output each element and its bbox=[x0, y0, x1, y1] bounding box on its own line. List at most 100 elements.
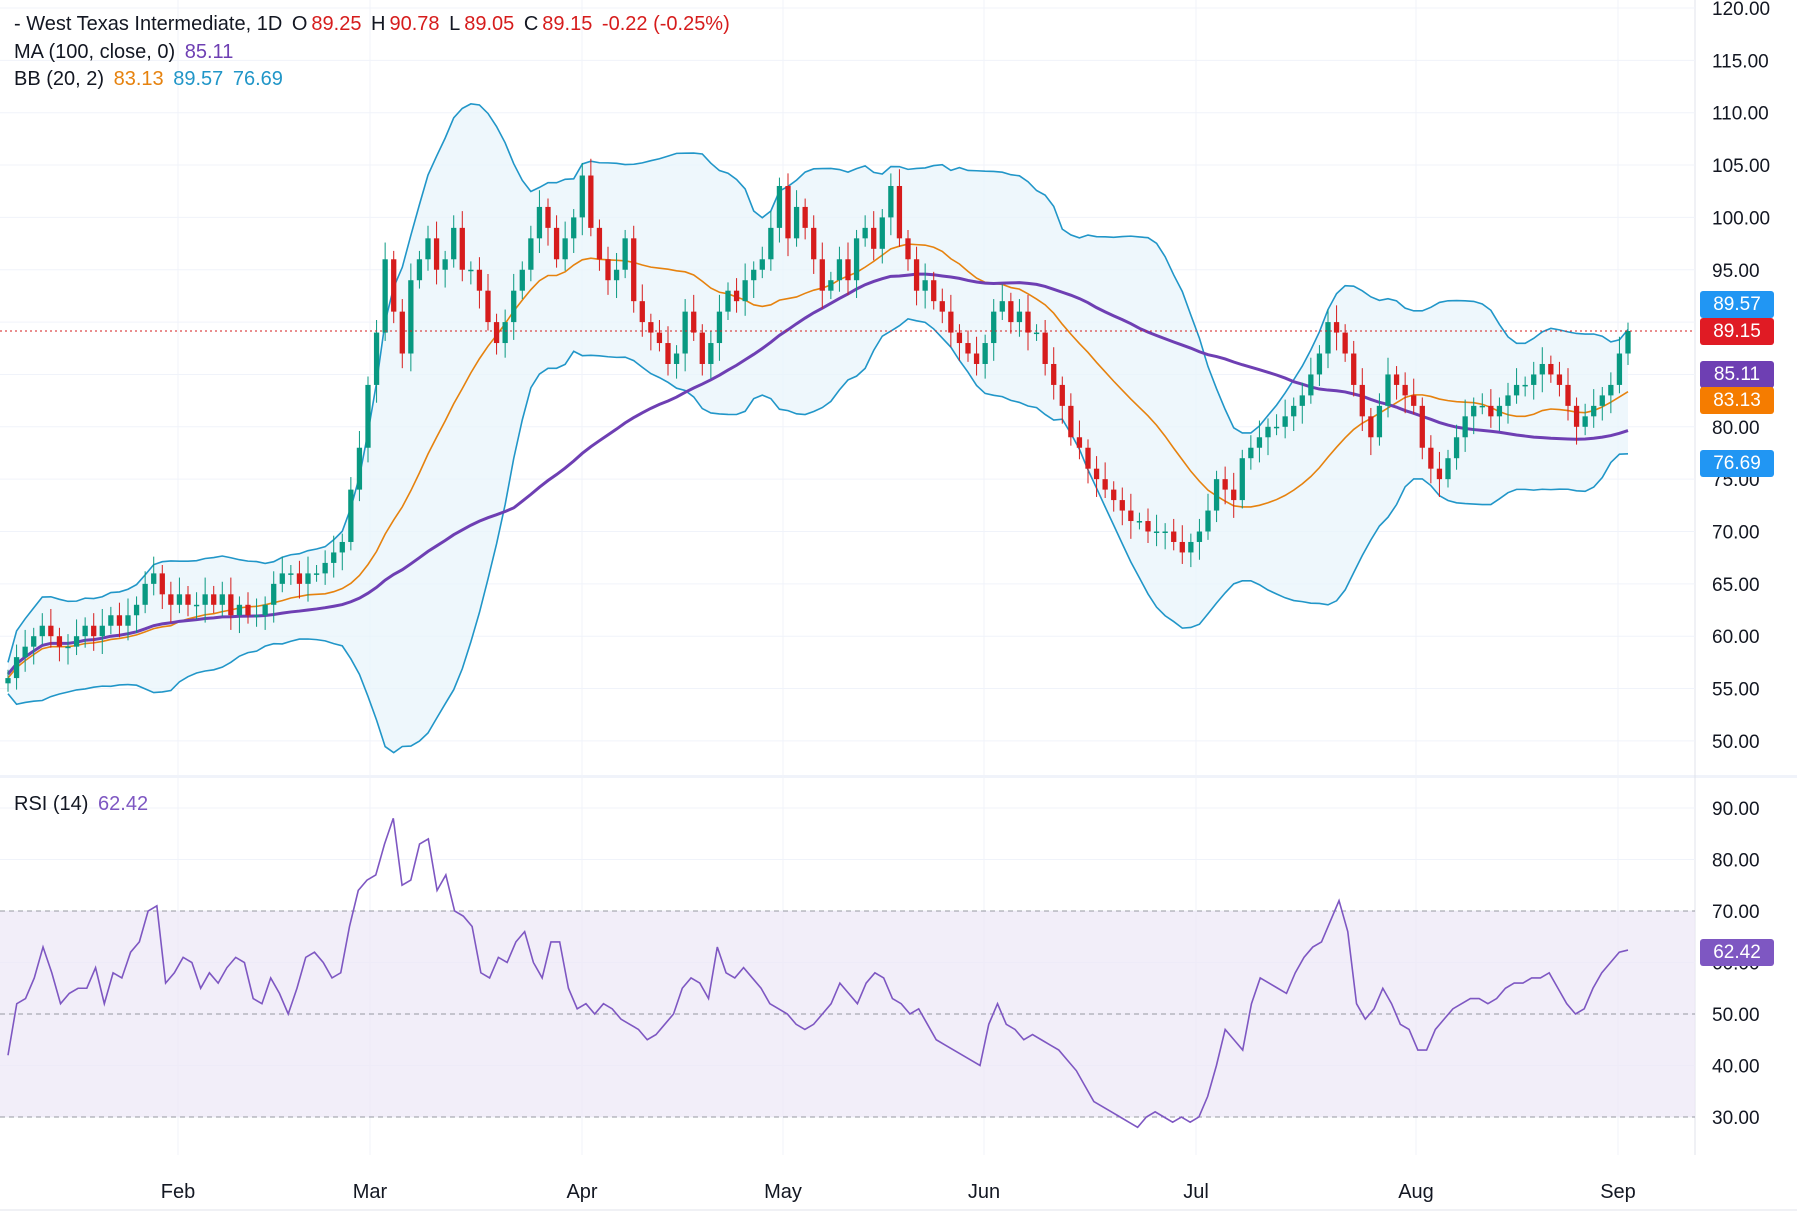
candle-body bbox=[202, 594, 208, 605]
candle-body bbox=[1556, 374, 1563, 385]
legend-row-ma[interactable]: MA (100, close, 0) 85.11 bbox=[14, 39, 237, 65]
legend-close-label: C bbox=[523, 13, 539, 35]
candle-body bbox=[1411, 395, 1417, 406]
candle-body bbox=[1333, 322, 1340, 333]
candle-body bbox=[1479, 405, 1485, 408]
candle-body bbox=[425, 238, 431, 260]
candle-body bbox=[168, 594, 174, 605]
candle-body bbox=[682, 311, 688, 354]
time-tick-label: Apr bbox=[566, 1181, 597, 1203]
legend-row-symbol: - West Texas Intermediate, 1D O 89.25 H 90… bbox=[14, 11, 734, 37]
candle-body bbox=[1102, 479, 1108, 490]
candle-body bbox=[845, 259, 851, 281]
candle-body bbox=[596, 227, 603, 260]
candle-body bbox=[339, 541, 345, 553]
candle-body bbox=[536, 206, 543, 239]
price-tick-label: 65.00 bbox=[1712, 575, 1760, 596]
candle-body bbox=[1248, 447, 1254, 459]
price-tick-label: 120.00 bbox=[1712, 0, 1770, 20]
candle-body bbox=[1059, 384, 1065, 406]
candle-body bbox=[1625, 330, 1631, 354]
time-tick-label: Mar bbox=[353, 1181, 388, 1203]
candle-body bbox=[493, 322, 500, 344]
candle-body bbox=[82, 625, 88, 637]
rsi-tick-label: 50.00 bbox=[1712, 1005, 1760, 1026]
candle-body bbox=[451, 227, 457, 260]
candle-body bbox=[862, 227, 868, 239]
candle-body bbox=[1299, 395, 1305, 406]
candle-body bbox=[305, 573, 311, 584]
candle-body bbox=[648, 322, 654, 333]
price-tick-label: 60.00 bbox=[1712, 627, 1760, 648]
price-tick-label: 110.00 bbox=[1712, 104, 1769, 125]
candle-body bbox=[416, 259, 423, 281]
candle-body bbox=[545, 206, 551, 228]
candle-body bbox=[1111, 489, 1117, 501]
candle-body bbox=[468, 269, 474, 272]
candle-body bbox=[1599, 395, 1605, 406]
tag-last-price: 89.15 bbox=[1700, 318, 1774, 345]
legend-row-bb[interactable]: BB (20, 2) 83.13 89.57 76.69 bbox=[14, 66, 287, 92]
candle-body bbox=[1119, 500, 1125, 511]
candle-body bbox=[125, 615, 131, 626]
bb-lower-line bbox=[7, 317, 1629, 754]
candle-body bbox=[913, 259, 920, 291]
rsi-line bbox=[7, 818, 1629, 1129]
candle-body bbox=[1368, 416, 1374, 438]
legend-symbol[interactable]: - West Texas Intermediate, 1D bbox=[14, 13, 283, 35]
candle-body bbox=[485, 290, 491, 323]
time-tick-label: Aug bbox=[1398, 1181, 1434, 1203]
legend-row-rsi[interactable]: RSI (14) 62.42 bbox=[14, 791, 152, 817]
candle-body bbox=[888, 185, 894, 218]
candle-body bbox=[31, 636, 37, 647]
candle-body bbox=[691, 311, 697, 333]
time-tick-label: Sep bbox=[1600, 1181, 1636, 1203]
candle-body bbox=[1076, 437, 1083, 448]
candle-body bbox=[159, 573, 165, 595]
time-tick-label: Jul bbox=[1183, 1181, 1209, 1203]
candle-body bbox=[356, 447, 363, 490]
candle-body bbox=[1282, 416, 1288, 427]
time-tick-label: Feb bbox=[161, 1181, 195, 1203]
rsi-tick-label: 80.00 bbox=[1712, 851, 1760, 872]
candle-body bbox=[219, 594, 225, 605]
candle-body bbox=[1616, 353, 1623, 385]
candle-body bbox=[879, 217, 885, 249]
candle-body bbox=[1273, 426, 1280, 429]
candle-body bbox=[1531, 374, 1537, 385]
candle-body bbox=[742, 280, 748, 302]
candle-body bbox=[528, 238, 534, 270]
candle-body bbox=[871, 227, 877, 249]
bb-upper-line bbox=[7, 103, 1629, 663]
candle-body bbox=[725, 290, 731, 312]
candle-body bbox=[991, 311, 997, 344]
candle-body bbox=[442, 259, 448, 270]
candle-body bbox=[245, 604, 251, 616]
candle-body bbox=[1342, 332, 1348, 354]
candle-body bbox=[1539, 363, 1545, 375]
candle-body bbox=[1453, 437, 1460, 459]
candle-body bbox=[1308, 374, 1314, 396]
candle-body bbox=[588, 175, 594, 228]
candle-body bbox=[759, 259, 765, 270]
legend-open-label: O bbox=[291, 13, 308, 35]
candle-body bbox=[1436, 468, 1443, 480]
candle-body bbox=[1128, 510, 1134, 522]
candle-body bbox=[39, 625, 45, 637]
candle-body bbox=[1171, 531, 1177, 542]
price-tick-label: 70.00 bbox=[1712, 523, 1760, 544]
candle-body bbox=[1042, 332, 1048, 364]
candle-body bbox=[1376, 405, 1383, 438]
candle-body bbox=[236, 604, 243, 616]
price-tick-label: 105.00 bbox=[1712, 156, 1770, 177]
rsi-tick-label: 30.00 bbox=[1712, 1108, 1760, 1129]
price-tick-label: 55.00 bbox=[1712, 680, 1760, 701]
candle-body bbox=[922, 280, 928, 291]
candle-body bbox=[296, 573, 303, 584]
tag-bb-upper: 89.57 bbox=[1700, 291, 1774, 318]
bb-basis-line bbox=[7, 243, 1629, 679]
candle-body bbox=[1496, 405, 1503, 417]
candle-body bbox=[1402, 384, 1408, 396]
candle-body bbox=[571, 217, 577, 239]
